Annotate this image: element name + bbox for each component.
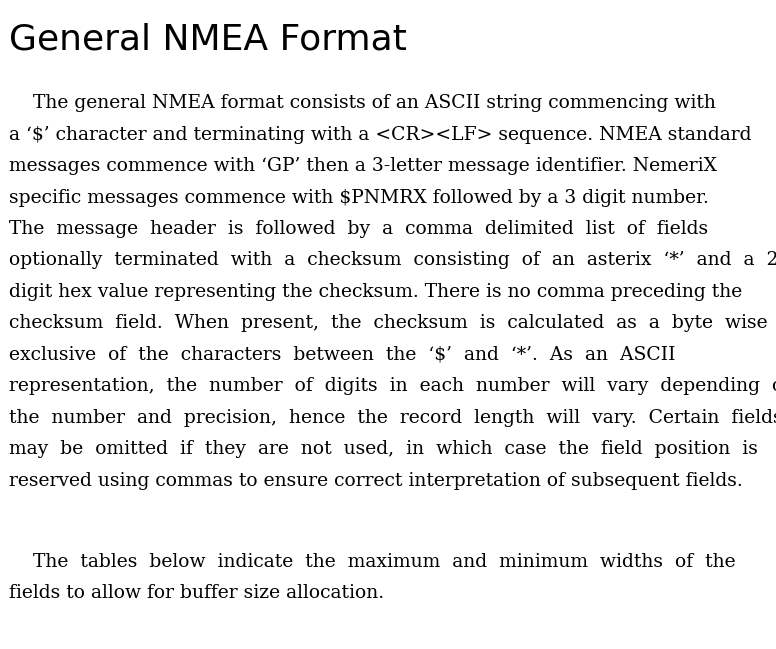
Text: the  number  and  precision,  hence  the  record  length  will  vary.  Certain  : the number and precision, hence the reco… [9, 409, 776, 427]
Text: General NMEA Format: General NMEA Format [9, 23, 407, 56]
Text: a ‘$’ character and terminating with a <CR><LF> sequence. NMEA standard: a ‘$’ character and terminating with a <… [9, 126, 752, 143]
Text: specific messages commence with $PNMRX followed by a 3 digit number.: specific messages commence with $PNMRX f… [9, 188, 709, 206]
Text: messages commence with ‘GP’ then a 3-letter message identifier. NemeriX: messages commence with ‘GP’ then a 3-let… [9, 157, 717, 175]
Text: representation,  the  number  of  digits  in  each  number  will  vary  dependin: representation, the number of digits in … [9, 377, 776, 395]
Text: The general NMEA format consists of an ASCII string commencing with: The general NMEA format consists of an A… [9, 94, 716, 112]
Text: may  be  omitted  if  they  are  not  used,  in  which  case  the  field  positi: may be omitted if they are not used, in … [9, 440, 758, 458]
Text: checksum  field.  When  present,  the  checksum  is  calculated  as  a  byte  wi: checksum field. When present, the checks… [9, 314, 768, 332]
Text: exclusive  of  the  characters  between  the  ‘$’  and  ‘*’.  As  an  ASCII: exclusive of the characters between the … [9, 346, 676, 364]
Text: reserved using commas to ensure correct interpretation of subsequent fields.: reserved using commas to ensure correct … [9, 472, 743, 490]
Text: optionally  terminated  with  a  checksum  consisting  of  an  asterix  ‘*’  and: optionally terminated with a checksum co… [9, 251, 776, 269]
Text: fields to allow for buffer size allocation.: fields to allow for buffer size allocati… [9, 584, 384, 602]
Text: digit hex value representing the checksum. There is no comma preceding the: digit hex value representing the checksu… [9, 283, 743, 301]
Text: The  tables  below  indicate  the  maximum  and  minimum  widths  of  the: The tables below indicate the maximum an… [9, 553, 736, 571]
Text: The  message  header  is  followed  by  a  comma  delimited  list  of  fields: The message header is followed by a comm… [9, 220, 708, 238]
